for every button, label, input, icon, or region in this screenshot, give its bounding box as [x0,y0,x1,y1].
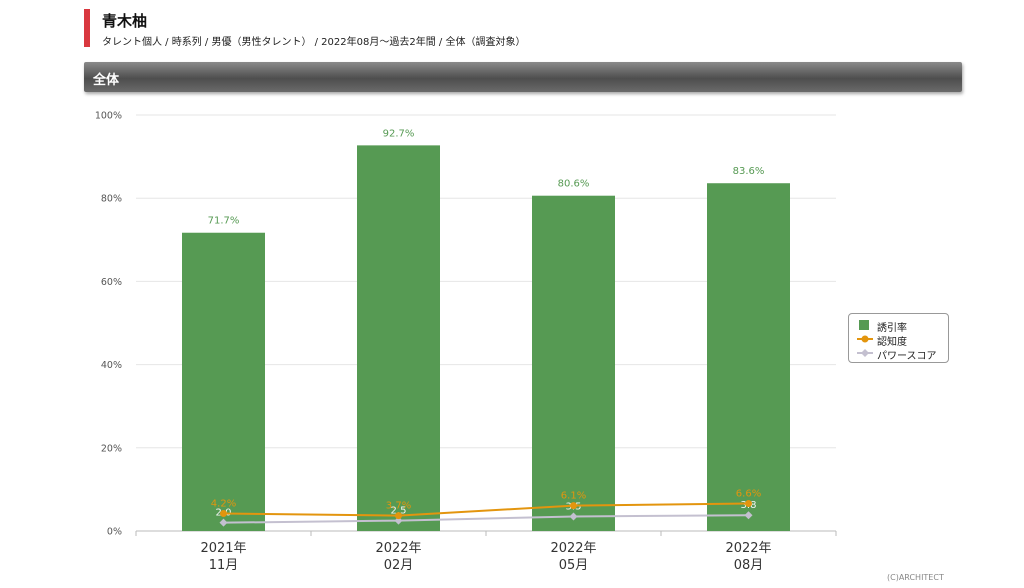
bar-data-label: 71.7% [208,216,240,227]
bar-data-label: 92.7% [383,128,415,139]
x-tick-label-month: 02月 [384,558,414,573]
y-tick-label: 80% [101,194,122,205]
legend-label-power: パワースコア [877,351,937,362]
section-header: 全体 [84,62,962,92]
power-data-label: 2.5 [391,506,407,517]
x-tick-label-month: 11月 [209,558,239,573]
legend-label-recognition: 認知度 [877,337,907,348]
x-tick-label-month: 08月 [734,558,764,573]
section-label: 全体 [93,73,120,88]
line-circle-swatch-icon [857,335,873,343]
bar [182,232,265,531]
recognition-data-label: 6.6% [736,489,761,500]
chart-legend: 誘引率 認知度 パワースコア [848,313,949,363]
line-diamond-swatch-icon [857,349,873,357]
x-tick-label-month: 05月 [559,558,589,573]
recognition-point [570,502,577,510]
page-subtitle: タレント個人 / 時系列 / 男優（男性タレント） / 2022年08月〜過去2… [102,37,526,48]
x-tick-label-year: 2021年 [200,541,246,556]
power-point [394,516,403,525]
y-tick-label: 100% [95,111,122,122]
copyright-text: (C)ARCHITECT [887,573,944,582]
recognition-line [223,502,749,517]
recognition-point [745,500,752,508]
x-tick-label-year: 2022年 [725,541,771,556]
y-tick-label: 0% [107,527,122,538]
recognition-data-label: 6.1% [561,491,586,502]
bar-data-label: 83.6% [733,166,765,177]
y-tick-label: 60% [101,277,122,288]
power-line [223,514,749,524]
bar [357,145,440,532]
bar-data-label: 80.6% [558,179,590,190]
power-point [569,512,578,521]
power-point [744,511,753,520]
x-tick-label-year: 2022年 [375,541,421,556]
bar-swatch-icon [859,320,869,330]
y-tick-label: 20% [101,443,122,454]
recognition-data-label: 4.2% [211,499,236,510]
y-tick-label: 40% [101,360,122,371]
x-tick-label-year: 2022年 [550,541,596,556]
recognition-point [395,512,402,520]
bar [707,183,790,531]
title-accent-bar [84,9,90,47]
power-point [219,518,228,527]
legend-label-attraction: 誘引率 [877,323,907,334]
page-title: 青木柚 [102,12,148,30]
bar [532,195,615,532]
recognition-point [220,510,227,518]
recognition-data-label: 3.7% [386,501,411,512]
